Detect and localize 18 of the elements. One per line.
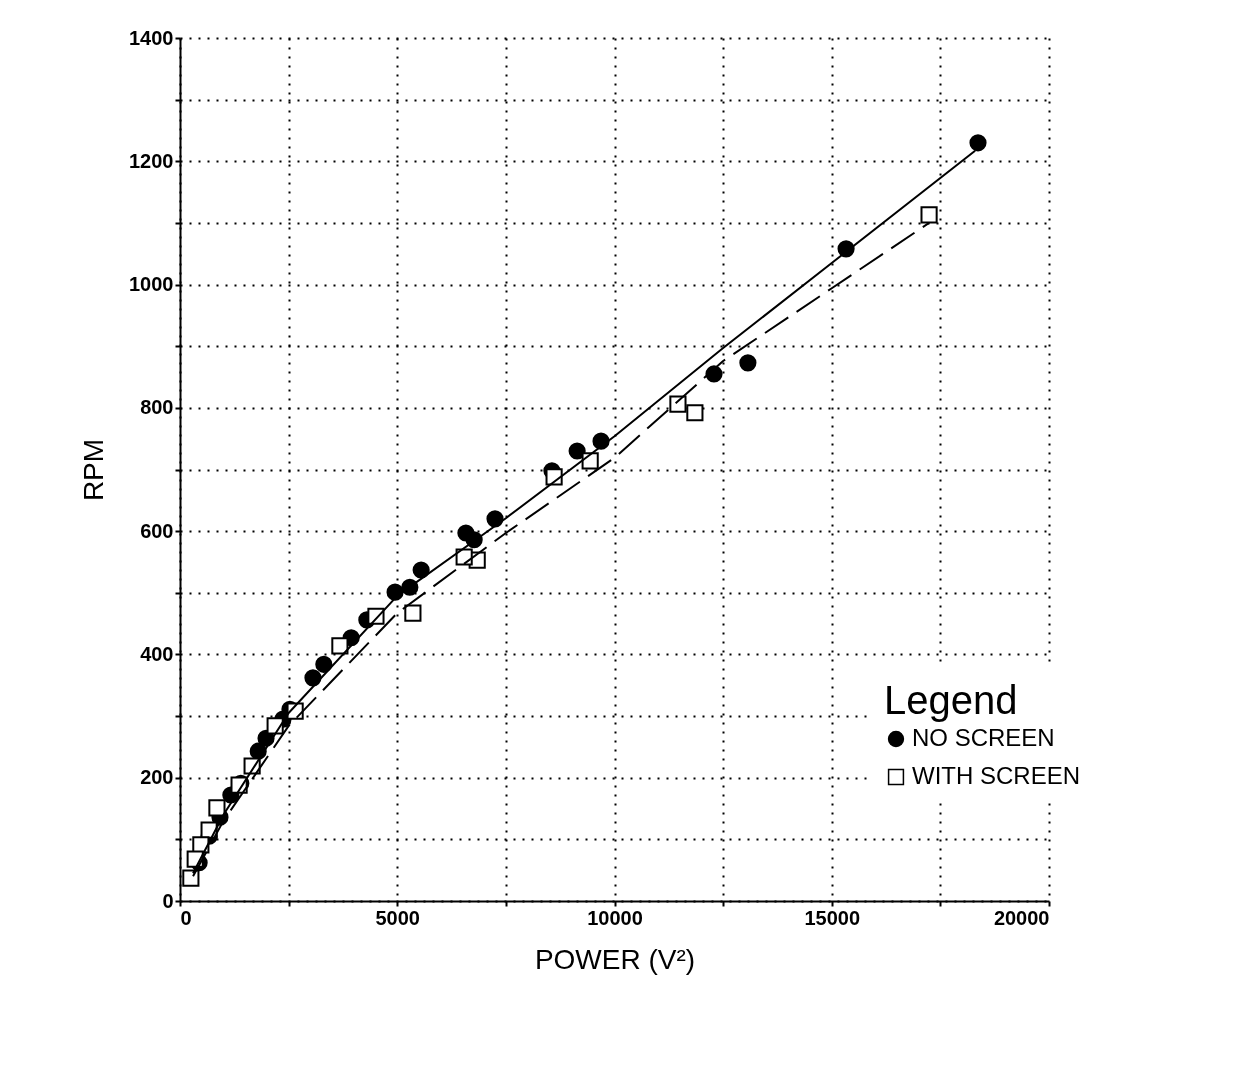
x-axis-title: POWER (V²) [534,943,696,975]
y-axis-title: RPM [78,438,110,502]
x-tick-label: 20000 [993,906,1050,929]
y-tick-label: 1400 [129,26,174,49]
y-tick-label: 600 [140,519,174,542]
y-tick-label: 1000 [129,273,174,296]
y-tick-label: 0 [162,889,174,912]
legend-label: NO SCREEN [912,724,1055,751]
y-tick-label: 800 [140,396,174,419]
legend-title: Legend [884,678,1018,722]
y-tick-label: 400 [140,642,174,665]
x-tick-label: 15000 [804,906,861,929]
y-tick-label: 1200 [129,149,174,172]
legend-label: WITH SCREEN [912,762,1080,789]
x-tick-label: 10000 [587,906,643,929]
x-tick-label: 5000 [375,906,420,929]
y-tick-label: 200 [140,766,174,789]
x-tick-label: 0 [180,906,192,929]
